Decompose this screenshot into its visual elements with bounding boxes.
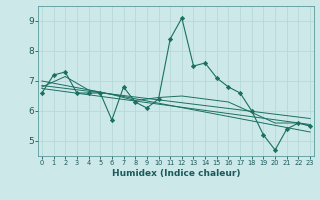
X-axis label: Humidex (Indice chaleur): Humidex (Indice chaleur) <box>112 169 240 178</box>
